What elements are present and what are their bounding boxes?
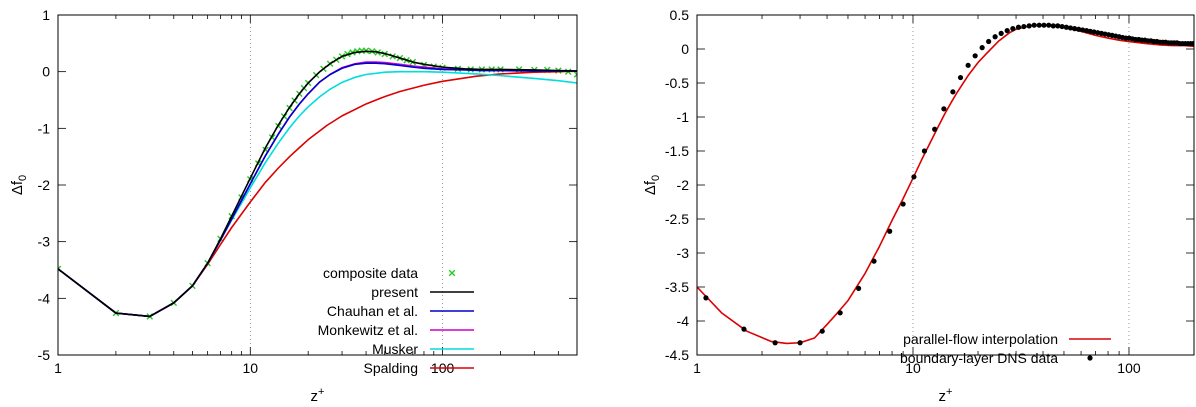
right-chart: 1 10 100 0.5 0 -0.5 -1 -1.5 -2 -2.5 -3 -3.5 -4 -4.5 pa… bbox=[642, 7, 1195, 405]
series-composite-data-point bbox=[573, 71, 577, 78]
x-tick-label: 10 bbox=[905, 360, 921, 376]
series-boundary-layer-dns-data-point bbox=[998, 30, 1004, 36]
series-boundary-layer-dns-data-point bbox=[1041, 22, 1047, 28]
series-boundary-layer-dns-data-point bbox=[772, 340, 778, 346]
legend: parallel-flow interpolation boundary-laye… bbox=[900, 331, 1111, 366]
legend-label: composite data bbox=[323, 265, 418, 281]
y-tick-label: -4.5 bbox=[665, 347, 689, 363]
y-tick-label: -1.5 bbox=[665, 143, 689, 159]
series-boundary-layer-dns-data-point bbox=[856, 285, 862, 291]
series-boundary-layer-dns-data-point bbox=[1055, 23, 1061, 29]
x-tick-label: 10 bbox=[243, 360, 259, 376]
plot-frame bbox=[696, 14, 1195, 356]
y-tick-label: -4 bbox=[38, 290, 51, 306]
series-musker-line bbox=[58, 70, 577, 318]
plot-area bbox=[697, 22, 1194, 346]
series-boundary-layer-dns-data-point bbox=[921, 148, 928, 154]
series-boundary-layer-dns-data-point bbox=[1071, 26, 1078, 32]
y-tick-label: -1 bbox=[38, 120, 51, 136]
legend-label: Chauhan et al. bbox=[327, 303, 418, 319]
series-boundary-layer-dns-data-point bbox=[1036, 22, 1042, 28]
y-tick-label: 0 bbox=[681, 41, 689, 57]
series-boundary-layer-dns-data-point bbox=[900, 201, 906, 207]
y-tick-label: 1 bbox=[42, 7, 50, 23]
series-boundary-layer-dns-data-point bbox=[972, 53, 978, 59]
series-present-line bbox=[58, 50, 577, 318]
series-boundary-layer-dns-data-point bbox=[1063, 24, 1069, 30]
y-tick-label: -3 bbox=[38, 234, 51, 250]
series-boundary-layer-dns-data-point bbox=[1076, 26, 1082, 32]
series-boundary-layer-dns-data-point bbox=[1046, 22, 1052, 28]
y-tick-label: -2.5 bbox=[665, 211, 689, 227]
plot-area bbox=[58, 47, 577, 320]
x-axis-label: z+ bbox=[939, 386, 953, 405]
y-tick-label: 0 bbox=[42, 64, 50, 80]
series-boundary-layer-dns-data-point bbox=[887, 228, 893, 234]
x-tick-label: 100 bbox=[1117, 360, 1141, 376]
series-boundary-layer-dns-data-point bbox=[1015, 24, 1022, 30]
x-tick-label: 1 bbox=[54, 360, 62, 376]
legend-label: Spalding bbox=[364, 360, 419, 376]
series-boundary-layer-dns-data-point bbox=[837, 310, 843, 316]
series-spalding-line bbox=[58, 70, 577, 318]
plot-frame bbox=[57, 14, 578, 356]
series-boundary-layer-dns-data-point bbox=[957, 74, 964, 81]
series-chauhan-et-al-line bbox=[58, 62, 577, 318]
series-boundary-layer-dns-data-point bbox=[911, 174, 917, 180]
y-tick-label: -2 bbox=[38, 177, 51, 193]
series-boundary-layer-dns-data-point bbox=[1004, 28, 1010, 34]
x-axis-label: z+ bbox=[311, 386, 325, 405]
series-boundary-layer-dns-data-point bbox=[992, 34, 998, 40]
y-tick-label: -5 bbox=[38, 347, 51, 363]
series-boundary-layer-dns-data-point bbox=[703, 295, 709, 301]
series-monkewitz-et-al-line bbox=[58, 61, 577, 318]
series-boundary-layer-dns-data-point bbox=[1067, 25, 1074, 31]
series-boundary-layer-dns-data-point bbox=[986, 38, 992, 45]
legend: composite data present Chauhan et al. Monke… bbox=[318, 265, 474, 376]
series-boundary-layer-dns-data-point bbox=[932, 126, 938, 132]
y-tick-label: -4 bbox=[677, 313, 690, 329]
legend-label: boundary-layer DNS data bbox=[900, 350, 1058, 366]
series-boundary-layer-dns-data-point bbox=[965, 62, 971, 68]
series-boundary-layer-dns-data-point bbox=[1190, 40, 1194, 47]
series-boundary-layer-dns-data-point bbox=[1010, 26, 1016, 32]
series-parallel-flow-interpolation-line bbox=[697, 24, 1194, 345]
series-boundary-layer-dns-data-point bbox=[797, 340, 803, 346]
x-tick-label: 1 bbox=[693, 360, 701, 376]
y-tick-label: -3 bbox=[677, 245, 690, 261]
series-boundary-layer-dns-data-point bbox=[1050, 23, 1056, 29]
series-boundary-layer-dns-data-point bbox=[1031, 22, 1037, 28]
legend-label: Monkewitz et al. bbox=[318, 322, 418, 338]
series-boundary-layer-dns-data-point bbox=[819, 328, 825, 334]
legend-label: parallel-flow interpolation bbox=[903, 331, 1058, 347]
y-tick-label: 0.5 bbox=[670, 7, 690, 23]
legend-label: present bbox=[371, 284, 418, 300]
series-boundary-layer-dns-data-point bbox=[1026, 23, 1032, 29]
y-tick-label: -2 bbox=[677, 177, 690, 193]
series-boundary-layer-dns-data-point bbox=[1080, 27, 1086, 33]
legend-sample-marker bbox=[448, 269, 456, 277]
series-boundary-layer-dns-data-point bbox=[1059, 23, 1065, 30]
series-boundary-layer-dns-data-point bbox=[741, 326, 747, 332]
legend-sample-marker bbox=[1087, 355, 1093, 361]
legend-label: Musker bbox=[372, 341, 418, 357]
y-axis-label: Δf0 bbox=[9, 175, 29, 195]
y-tick-label: -3.5 bbox=[665, 279, 689, 295]
series-boundary-layer-dns-data-point bbox=[1021, 23, 1027, 30]
series-boundary-layer-dns-data-point bbox=[979, 45, 985, 51]
grid bbox=[912, 15, 1130, 355]
series-boundary-layer-dns-data-point bbox=[871, 258, 877, 264]
y-axis-label: Δf0 bbox=[642, 175, 662, 195]
y-tick-label: -1 bbox=[677, 109, 690, 125]
series-boundary-layer-dns-data-point bbox=[941, 106, 947, 112]
series-boundary-layer-dns-data-point bbox=[950, 89, 956, 95]
y-tick-label: -0.5 bbox=[665, 75, 689, 91]
